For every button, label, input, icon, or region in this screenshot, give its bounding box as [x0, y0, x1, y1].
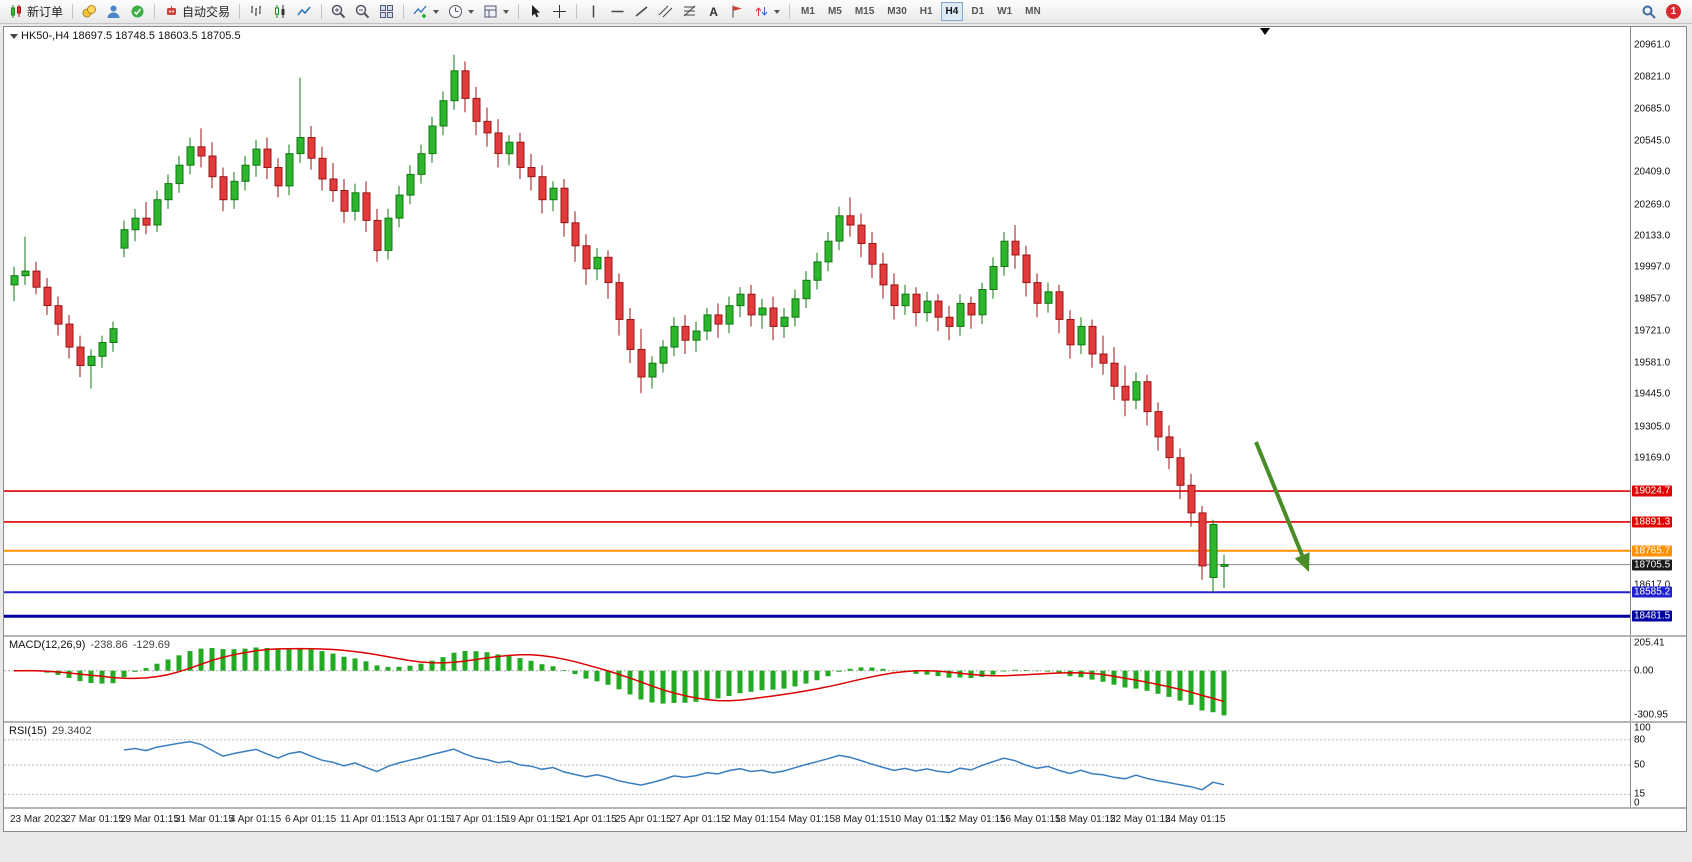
cursor-icon: [532, 5, 541, 18]
arrows-tool-button[interactable]: [750, 2, 784, 22]
search-button[interactable]: [1637, 2, 1661, 22]
text-tool-button[interactable]: A: [702, 2, 725, 22]
clock-icon: [449, 5, 463, 18]
rsi-axis[interactable]: 100 80 50 15 0: [1630, 723, 1686, 809]
scroll-end-marker[interactable]: [1260, 28, 1270, 35]
new-order-icon: [11, 5, 21, 18]
periods-button[interactable]: [444, 2, 478, 22]
toolbar-separator: [518, 4, 520, 19]
macd-name: MACD(12,26,9): [9, 639, 86, 651]
fibonacci-icon: [683, 5, 696, 17]
zoom-in-icon: [331, 4, 346, 19]
timeframe-m15[interactable]: M15: [850, 2, 879, 21]
rsi-name: RSI(15): [9, 725, 47, 737]
community-button[interactable]: [102, 2, 125, 22]
text-tool-icon: A: [709, 4, 718, 19]
search-icon: [1642, 5, 1656, 19]
time-axis[interactable]: 23 Mar 2023 27 Mar 01:15 29 Mar 01:15 31 Ma…: [4, 809, 1630, 831]
toolbar-separator: [403, 4, 405, 19]
auto-trading-label: 自动交易: [182, 5, 231, 19]
auto-trading-icon: [167, 6, 177, 15]
toolbar-separator: [72, 4, 74, 19]
timeframe-m5[interactable]: M5: [823, 2, 847, 21]
main-chart[interactable]: HK50-,H4 18697.5 18748.5 18603.5 18705.5: [4, 27, 1630, 635]
chart-menu-icon[interactable]: [10, 34, 18, 39]
cursor-button[interactable]: [524, 2, 547, 22]
equidistant-channel-icon: [658, 5, 673, 18]
toolbar: 新订单 自动交易: [0, 0, 1692, 24]
green-circle-icon: [131, 5, 144, 18]
bar-chart-button[interactable]: [245, 2, 268, 22]
label-tool-button[interactable]: [726, 2, 749, 22]
zoom-in-button[interactable]: [327, 2, 350, 22]
timeframe-h4[interactable]: H4: [940, 2, 964, 21]
user-icon: [107, 5, 120, 18]
macd-value: -238.86: [90, 639, 128, 651]
toolbar-separator: [321, 4, 323, 19]
timeframe-mn[interactable]: MN: [1020, 2, 1046, 21]
vertical-line-button[interactable]: [582, 2, 605, 22]
chevron-down-icon: [503, 9, 510, 14]
trendline-icon: [635, 6, 648, 17]
template-icon: [484, 5, 497, 18]
price-axis[interactable]: 20961.0 20821.0 20685.0 20545.0 20409.0 20269…: [1630, 27, 1686, 635]
line-chart-icon: [297, 6, 311, 16]
tile-windows-icon: [380, 5, 394, 18]
crosshair-button[interactable]: [548, 2, 571, 22]
coins-icon: [82, 5, 97, 18]
indicators-icon: [413, 5, 427, 18]
macd-axis[interactable]: 205.41 0.00 -300.95: [1630, 637, 1686, 721]
chevron-down-icon: [433, 9, 440, 14]
toolbar-separator: [789, 4, 791, 19]
toolbar-separator: [239, 4, 241, 19]
rsi-panel[interactable]: RSI(15) 29.3402: [4, 723, 1630, 807]
auto-trading-button[interactable]: 自动交易: [160, 2, 234, 22]
zoom-out-button[interactable]: [351, 2, 374, 22]
vertical-line-icon: [592, 5, 595, 18]
chart-title: HK50-,H4 18697.5 18748.5 18603.5 18705.5: [21, 30, 241, 42]
indicators-button[interactable]: [409, 2, 443, 22]
horizontal-line-icon: [611, 10, 624, 13]
horizontal-line-button[interactable]: [606, 2, 629, 22]
line-chart-button[interactable]: [293, 2, 316, 22]
arrows-icon: [755, 7, 768, 16]
chart-window[interactable]: HK50-,H4 18697.5 18748.5 18603.5 18705.5…: [3, 26, 1687, 832]
bar-chart-icon: [251, 6, 262, 16]
deposit-button[interactable]: [78, 2, 101, 22]
timeframe-d1[interactable]: D1: [966, 2, 989, 21]
rsi-value: 29.3402: [51, 725, 92, 737]
toolbar-separator: [576, 4, 578, 19]
timeframe-h1[interactable]: H1: [915, 2, 938, 21]
panel-splitter[interactable]: [4, 721, 1686, 723]
candlestick-chart-icon: [275, 5, 285, 18]
market-button[interactable]: [126, 2, 149, 22]
timeframe-w1[interactable]: W1: [992, 2, 1017, 21]
candlestick-chart-button[interactable]: [269, 2, 292, 22]
channel-button[interactable]: [654, 2, 677, 22]
macd-panel[interactable]: MACD(12,26,9) -238.86 -129.69: [4, 637, 1630, 721]
panel-splitter[interactable]: [4, 635, 1686, 637]
new-order-button[interactable]: 新订单: [5, 2, 67, 22]
chevron-down-icon: [468, 9, 475, 14]
trendline-button[interactable]: [630, 2, 653, 22]
macd-label: MACD(12,26,9) -238.86 -129.69: [9, 639, 170, 651]
zoom-out-icon: [355, 4, 370, 19]
toolbar-separator: [154, 4, 156, 19]
notification-badge[interactable]: 1: [1666, 4, 1681, 19]
templates-button[interactable]: [479, 2, 513, 22]
fibonacci-button[interactable]: [678, 2, 701, 22]
timeframe-m1[interactable]: M1: [796, 2, 820, 21]
timeframe-m30[interactable]: M30: [882, 2, 911, 21]
new-order-label: 新订单: [27, 5, 64, 19]
chevron-down-icon: [774, 9, 781, 14]
rsi-label: RSI(15) 29.3402: [9, 725, 92, 737]
label-flag-icon: [732, 5, 743, 18]
panel-splitter[interactable]: [4, 807, 1686, 809]
tile-windows-button[interactable]: [375, 2, 398, 22]
macd-signal-value: -129.69: [132, 639, 171, 651]
crosshair-icon: [553, 5, 567, 18]
